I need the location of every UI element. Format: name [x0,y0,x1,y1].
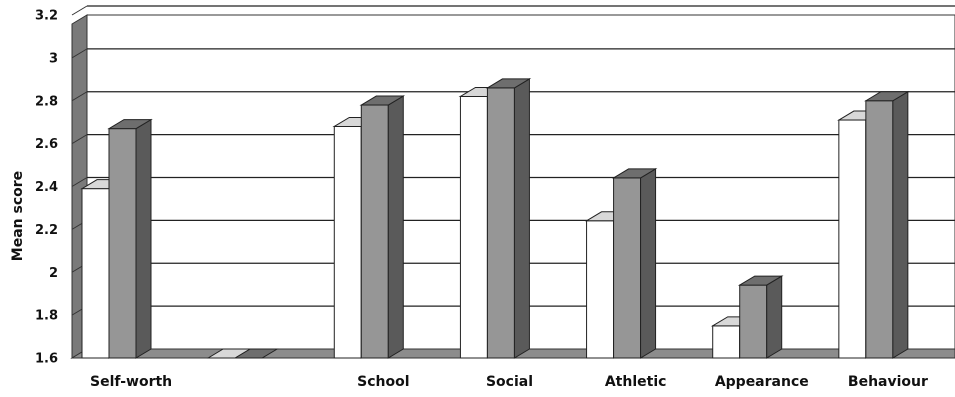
bar-top [864,91,910,102]
bar-front [838,119,867,359]
gridline-side [71,5,88,16]
bar [107,118,153,359]
bar-top [359,95,406,106]
y-tick-label: 2.4 [35,180,58,195]
y-axis-label: Mean score [10,171,26,261]
y-tick-label: 2.2 [35,223,58,238]
y-tick-label: 2 [49,266,58,281]
bar [233,348,279,359]
bar-front [739,284,768,359]
y-tick-label: 1.6 [35,352,58,367]
bar [611,168,658,359]
bar-front [613,177,642,359]
bar-side [892,90,909,359]
bar-side [135,118,152,359]
y-tick-label: 3 [49,51,58,66]
x-category-label: Social [486,374,533,390]
gridline-side [71,48,88,59]
x-category-label: Self-worth [90,374,172,390]
x-category-label: Appearance [715,374,809,390]
bars [80,78,910,359]
y-tick-label: 1.8 [35,309,58,324]
gridline-side [71,177,88,187]
y-tick-label: 2.8 [35,94,58,109]
bar-front [459,95,488,359]
bar-front [360,104,389,359]
gridline-side [71,134,88,145]
bar-side [766,275,783,359]
bar-top [611,168,658,179]
bar-front [865,100,894,359]
bar-top [485,78,532,89]
bar-front [586,220,615,359]
x-category-label: School [357,374,409,390]
bar [864,90,910,359]
bar-front [108,128,137,359]
bar-top [737,275,784,286]
bar-front [333,125,362,359]
bar-side [513,78,530,359]
bar-front [486,87,515,359]
y-tick-label: 3.2 [35,9,58,24]
bar [485,78,532,359]
bar-front [81,188,110,359]
y-tick-label: 2.6 [35,137,58,152]
bar [737,275,784,359]
x-axis-category-labels: Self-worth School Social Athletic Appearance… [90,374,928,390]
bar-side [640,168,657,359]
y-axis-ticks: 1.6 1.8 2 2.2 2.4 2.6 2.8 3 3.2 [35,9,58,367]
bar-side [387,95,404,359]
gridline-side [71,91,88,102]
bar-top [107,119,153,130]
x-category-label: Athletic [605,374,667,390]
bar-top [233,348,279,359]
bar-front [712,325,741,359]
bar [359,95,406,359]
x-category-label: Behaviour [848,374,928,390]
